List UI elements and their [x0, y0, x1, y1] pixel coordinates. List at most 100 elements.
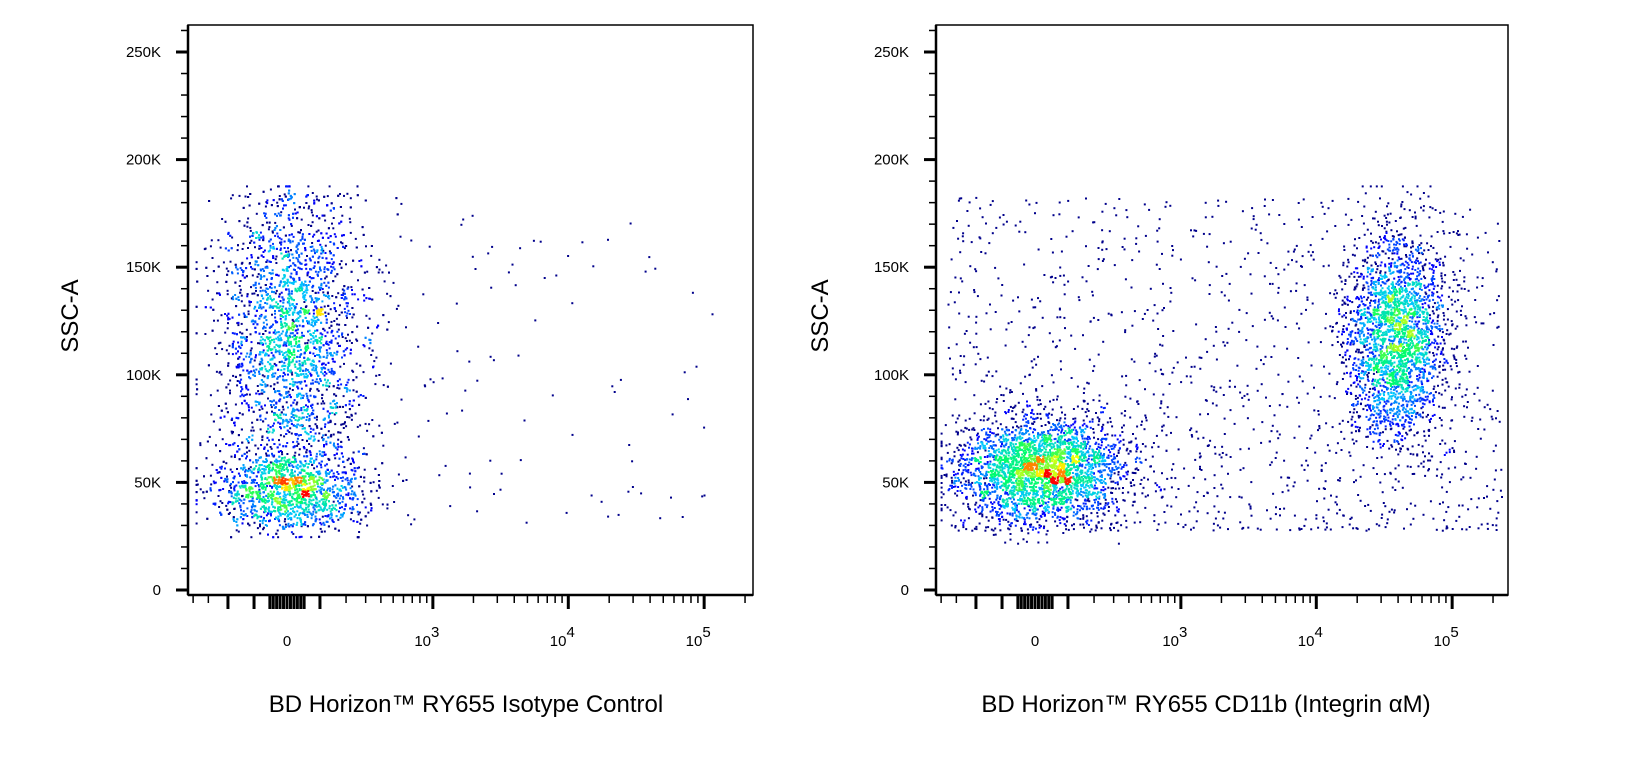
data-point — [456, 350, 459, 353]
data-point — [358, 511, 361, 514]
data-point — [264, 486, 267, 489]
data-point — [355, 390, 358, 393]
data-point — [299, 364, 302, 367]
data-point — [298, 494, 301, 497]
data-point — [316, 415, 318, 418]
data-point — [223, 415, 226, 418]
data-point — [314, 323, 317, 326]
data-point — [263, 505, 265, 508]
data-point — [273, 229, 276, 231]
data-point — [327, 304, 330, 307]
data-point — [279, 247, 282, 250]
data-point — [330, 265, 333, 268]
data-point — [294, 451, 297, 454]
data-point — [375, 489, 378, 492]
data-point — [217, 495, 220, 497]
data-point — [314, 291, 317, 294]
data-point — [333, 454, 336, 457]
data-point — [274, 312, 276, 315]
data-point — [468, 472, 471, 475]
data-point — [339, 477, 342, 479]
data-point — [320, 336, 323, 339]
data-point — [332, 472, 335, 475]
data-point — [288, 431, 291, 434]
data-point — [365, 245, 367, 248]
data-point — [265, 430, 268, 433]
data-point — [292, 282, 295, 285]
data-point — [268, 520, 270, 523]
data-point — [274, 419, 277, 422]
data-point — [267, 370, 270, 373]
data-point — [277, 416, 280, 419]
data-point — [332, 433, 335, 436]
data-point — [297, 392, 300, 395]
data-point — [291, 464, 294, 467]
data-point — [346, 436, 349, 439]
data-point — [268, 342, 271, 345]
data-point — [309, 460, 312, 463]
data-point — [335, 452, 338, 455]
data-point — [341, 506, 343, 509]
data-point — [393, 501, 396, 503]
data-point — [336, 323, 339, 326]
data-point — [330, 258, 333, 261]
data-point — [287, 514, 289, 517]
data-point — [337, 473, 340, 475]
data-point — [254, 485, 257, 488]
data-point — [298, 360, 301, 363]
data-point — [476, 379, 479, 382]
data-point — [327, 236, 330, 239]
data-point — [326, 384, 329, 387]
data-point — [214, 502, 217, 505]
data-point — [258, 238, 261, 241]
data-point — [303, 238, 306, 241]
data-point — [242, 312, 245, 315]
data-point — [316, 329, 319, 332]
data-point — [295, 303, 298, 306]
data-point — [315, 195, 318, 198]
data-point — [294, 208, 296, 211]
data-point — [330, 339, 333, 342]
data-point — [293, 416, 295, 419]
data-point — [288, 500, 291, 503]
data-point — [386, 507, 389, 510]
data-point — [269, 295, 272, 298]
data-point — [274, 406, 277, 409]
data-point — [280, 243, 283, 246]
data-point — [274, 506, 276, 509]
data-point — [278, 237, 281, 240]
data-point — [272, 536, 275, 539]
data-point — [294, 371, 297, 374]
data-point — [260, 471, 263, 474]
data-point — [282, 379, 285, 382]
data-point — [292, 256, 295, 259]
data-point — [256, 517, 259, 520]
data-point — [268, 470, 271, 473]
data-point — [259, 485, 262, 488]
data-point — [289, 387, 291, 390]
data-point — [258, 373, 261, 375]
data-point — [260, 247, 263, 249]
data-point — [306, 272, 309, 275]
data-point — [351, 289, 353, 291]
data-point — [273, 356, 276, 359]
data-point — [323, 530, 326, 533]
data-point — [268, 221, 271, 224]
data-point — [311, 214, 314, 217]
data-point — [278, 400, 281, 403]
data-point — [301, 292, 304, 295]
data-point — [348, 400, 351, 403]
data-point — [346, 477, 349, 480]
data-point — [357, 395, 360, 398]
data-point — [306, 345, 309, 348]
data-point — [287, 336, 290, 339]
data-point — [300, 281, 303, 284]
data-point — [326, 494, 329, 497]
data-point — [279, 300, 282, 303]
data-point — [218, 428, 221, 431]
data-point — [358, 485, 361, 488]
data-point — [327, 368, 330, 371]
data-point — [264, 315, 267, 318]
data-point — [338, 457, 341, 460]
data-point — [300, 524, 303, 527]
